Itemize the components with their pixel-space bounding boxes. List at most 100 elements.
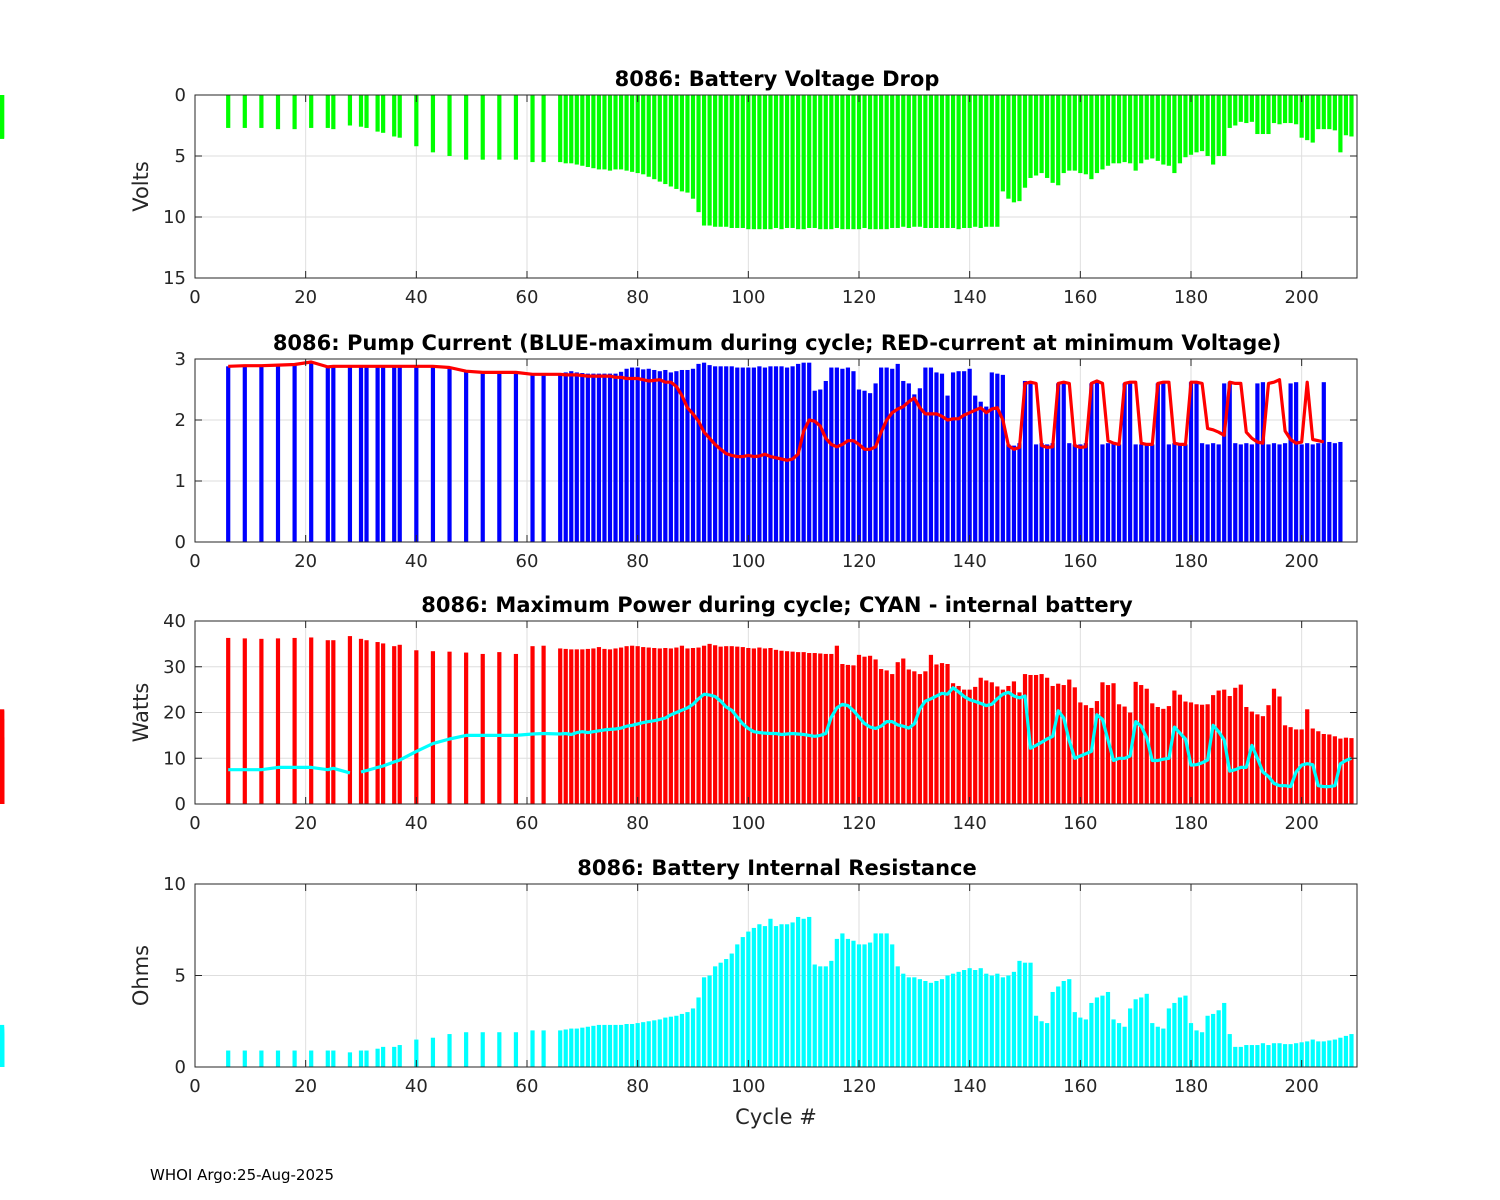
bar (751, 367, 756, 542)
bar (1233, 443, 1238, 542)
bar (928, 95, 934, 228)
bar (784, 924, 790, 1067)
bar (613, 1024, 618, 1067)
bar (375, 366, 380, 542)
series-line (228, 686, 1353, 789)
bar (762, 648, 768, 804)
bar (895, 363, 900, 542)
bar (635, 95, 640, 174)
bar (1155, 707, 1160, 804)
bar (259, 95, 264, 128)
bar (679, 369, 685, 542)
bar (668, 1016, 673, 1067)
bar (1006, 685, 1011, 804)
bar (1122, 706, 1127, 804)
bar (569, 649, 574, 804)
bar (652, 95, 657, 180)
bar (1139, 95, 1144, 164)
bar (995, 973, 1000, 1067)
bar (746, 931, 751, 1067)
bar (1310, 1039, 1315, 1067)
bar (735, 95, 740, 228)
x-tick-label: 20 (294, 551, 317, 572)
bar (1089, 95, 1094, 180)
bar (773, 649, 779, 804)
bar (1172, 95, 1177, 174)
bar (713, 366, 718, 542)
bar (934, 664, 939, 804)
bar (1116, 95, 1122, 164)
bar (917, 674, 922, 804)
bar (1105, 95, 1111, 166)
bar (718, 646, 723, 804)
axes-box (194, 94, 1358, 279)
bar (1222, 1002, 1227, 1067)
bar (0, 743, 5, 804)
bar (591, 373, 596, 542)
bar (989, 975, 994, 1067)
bar (884, 670, 889, 804)
bar (746, 95, 751, 230)
bar (950, 372, 956, 542)
bar (939, 373, 945, 542)
bar (1305, 95, 1310, 141)
bar (724, 95, 729, 227)
bar (1122, 95, 1127, 163)
bar (784, 95, 790, 228)
bar (1083, 95, 1088, 175)
bar (1011, 445, 1017, 542)
bar (607, 1024, 613, 1067)
bar (1022, 962, 1028, 1067)
bar (364, 95, 369, 128)
bar (325, 95, 330, 128)
bar (685, 1012, 690, 1067)
bar (668, 95, 673, 187)
bar (807, 916, 812, 1067)
x-tick-label: 100 (731, 813, 765, 834)
bar (630, 367, 635, 542)
bar (580, 1027, 585, 1067)
bar (1249, 711, 1254, 804)
bar (292, 637, 297, 804)
bar (873, 659, 878, 804)
y-tick-label: 30 (163, 657, 186, 678)
bar (1139, 444, 1144, 542)
bar (652, 369, 657, 542)
bar (646, 1021, 651, 1067)
bar (1122, 1026, 1127, 1067)
x-tick-label: 0 (189, 1076, 200, 1097)
bar (1028, 95, 1033, 178)
bar (1067, 979, 1072, 1067)
bar (1172, 1002, 1177, 1067)
bar (364, 640, 369, 804)
bar (602, 1024, 607, 1067)
x-tick-label: 200 (1284, 1076, 1318, 1097)
bar (541, 1030, 546, 1067)
bar (613, 648, 618, 804)
bar (978, 401, 983, 542)
bar (480, 95, 485, 160)
bar (867, 942, 873, 1067)
bar (1139, 685, 1144, 804)
bar (1233, 1046, 1238, 1067)
bar (574, 372, 579, 542)
x-tick-label: 100 (731, 287, 765, 308)
bar (1316, 95, 1321, 130)
x-tick-label: 140 (952, 287, 986, 308)
x-tick-label: 160 (1063, 1076, 1097, 1097)
bar (1000, 95, 1005, 192)
bar (602, 373, 607, 542)
x-tick-label: 40 (405, 551, 428, 572)
bar (1039, 674, 1044, 804)
bar (1155, 1026, 1160, 1067)
bar (906, 977, 911, 1067)
bar (906, 669, 911, 804)
bar (1111, 95, 1116, 164)
bar (1000, 374, 1005, 542)
y-tick-label: 5 (175, 146, 186, 167)
bar (1056, 95, 1061, 186)
bar (630, 1023, 635, 1067)
bar (779, 95, 784, 230)
y-tick-label: 10 (163, 207, 186, 228)
bar (292, 1050, 297, 1067)
